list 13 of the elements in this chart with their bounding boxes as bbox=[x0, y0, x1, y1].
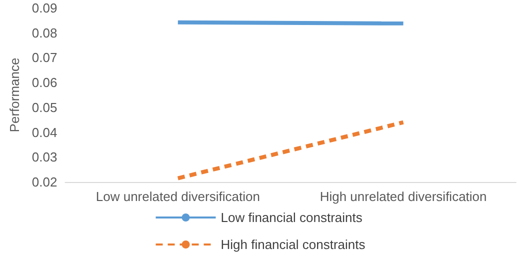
x-tick-label: High unrelated diversification bbox=[320, 189, 487, 204]
y-tick-label: 0.04 bbox=[32, 124, 58, 140]
legend-label: Low financial constraints bbox=[220, 210, 363, 225]
y-tick-label: 0.03 bbox=[32, 150, 58, 165]
y-tick-label: 0.06 bbox=[32, 75, 58, 90]
y-tick-label: 0.02 bbox=[32, 174, 58, 190]
legend-label: High financial constraints bbox=[220, 237, 366, 252]
y-tick-label: 0.07 bbox=[32, 50, 58, 66]
y-tick-label: 0.05 bbox=[32, 100, 58, 115]
y-axis-title: Performance bbox=[7, 58, 22, 132]
x-tick-label: Low unrelated diversification bbox=[96, 189, 260, 204]
y-tick-label: 0.09 bbox=[32, 0, 58, 16]
y-tick-label: 0.08 bbox=[32, 25, 58, 40]
